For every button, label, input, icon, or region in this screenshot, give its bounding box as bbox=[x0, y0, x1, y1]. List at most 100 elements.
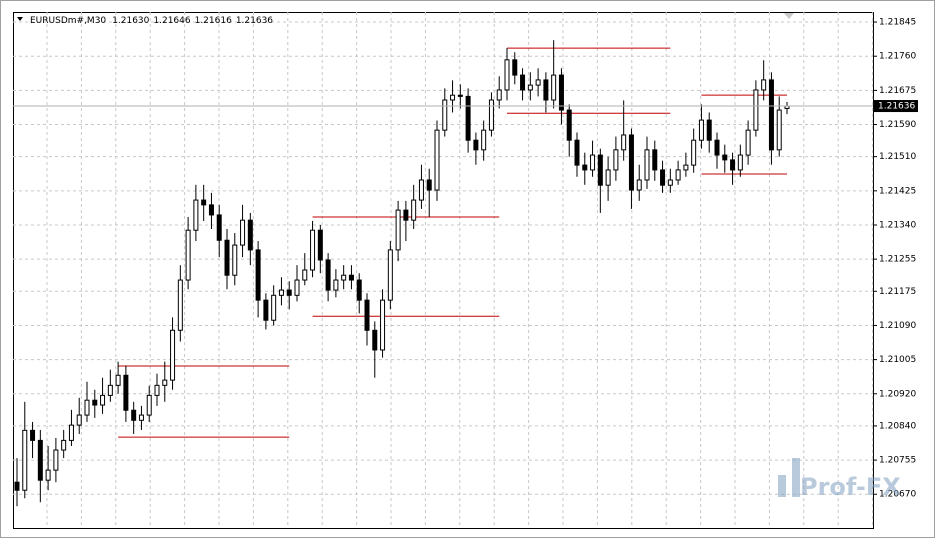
vertical-grid bbox=[46, 12, 874, 528]
candle-body bbox=[535, 79, 541, 86]
candle-body bbox=[582, 164, 588, 171]
candle-body bbox=[348, 274, 354, 281]
candle-body bbox=[154, 384, 160, 396]
candle-body bbox=[263, 299, 269, 321]
candle-body bbox=[395, 209, 401, 251]
y-tick-label: 1.21340 bbox=[879, 220, 916, 230]
last-price-box bbox=[874, 100, 918, 113]
candle-body bbox=[450, 94, 456, 101]
candle-body bbox=[232, 244, 238, 276]
candle-body bbox=[488, 99, 494, 131]
plot-area bbox=[13, 12, 874, 529]
last-price-label: 1.21636 bbox=[878, 102, 915, 112]
candle-body bbox=[364, 299, 370, 331]
candle-body bbox=[138, 414, 144, 421]
candle-body bbox=[551, 74, 557, 101]
candle-body bbox=[543, 79, 549, 101]
candle-body bbox=[527, 84, 533, 91]
candle-body bbox=[434, 129, 440, 191]
candle-body bbox=[372, 329, 378, 351]
candle-body bbox=[193, 199, 199, 231]
candle-body bbox=[737, 154, 743, 171]
y-tick-label: 1.21090 bbox=[879, 321, 916, 331]
candle-body bbox=[621, 134, 627, 151]
candle-body bbox=[240, 219, 246, 246]
logo-bar bbox=[792, 458, 800, 497]
y-tick-label: 1.20840 bbox=[879, 421, 916, 431]
candle-body bbox=[380, 299, 386, 351]
y-tick-label: 1.21175 bbox=[879, 287, 916, 297]
candle-body bbox=[61, 439, 67, 451]
candle-body bbox=[644, 149, 650, 181]
header-open: 1.21630 bbox=[112, 16, 149, 26]
candle-body bbox=[302, 269, 308, 281]
candle-body bbox=[68, 424, 74, 441]
candle-body bbox=[481, 129, 487, 151]
candle-body bbox=[691, 139, 697, 166]
candle-body bbox=[753, 89, 759, 131]
candle-body bbox=[123, 374, 129, 411]
y-tick-label: 1.21510 bbox=[879, 152, 916, 162]
candle-body bbox=[131, 409, 137, 421]
candle-body bbox=[442, 99, 448, 131]
candle-body bbox=[628, 134, 634, 191]
y-tick-label: 1.21255 bbox=[879, 255, 916, 265]
candle-body bbox=[590, 154, 596, 171]
candle-body bbox=[558, 74, 564, 111]
candle-body bbox=[53, 449, 59, 471]
candle-body bbox=[520, 74, 526, 91]
candle-body bbox=[768, 79, 774, 151]
y-tick-label: 1.20670 bbox=[879, 490, 916, 500]
candle-body bbox=[317, 229, 323, 261]
candle-body bbox=[714, 139, 720, 156]
candle-body bbox=[403, 209, 409, 221]
candle-body bbox=[100, 394, 106, 406]
candle-body bbox=[107, 384, 113, 396]
candle-body bbox=[566, 109, 572, 141]
candle-body bbox=[92, 399, 98, 406]
candle-body bbox=[310, 229, 316, 271]
candle-body bbox=[722, 154, 728, 161]
candle-body bbox=[115, 374, 121, 386]
symbol: EURUSDm#,M30 bbox=[30, 16, 106, 26]
y-tick-label: 1.21845 bbox=[879, 18, 916, 28]
candle-body bbox=[730, 159, 736, 171]
candle-body bbox=[286, 289, 292, 296]
y-tick-label: 1.21675 bbox=[879, 86, 916, 96]
candle-body bbox=[30, 429, 36, 441]
y-tick-label: 1.21760 bbox=[879, 52, 916, 62]
candle-body bbox=[162, 379, 168, 386]
candle-body bbox=[170, 329, 176, 381]
candle-body bbox=[574, 139, 580, 166]
candle-body bbox=[613, 149, 619, 171]
candle-body bbox=[426, 179, 432, 191]
watermark: Prof-FX bbox=[778, 458, 901, 501]
candle-body bbox=[667, 179, 673, 186]
candle-body bbox=[512, 59, 518, 76]
candle-body bbox=[278, 289, 284, 296]
candle-body bbox=[652, 149, 658, 171]
candle-body bbox=[84, 399, 90, 416]
candle-body bbox=[208, 204, 214, 216]
candle-body bbox=[411, 199, 417, 221]
chart-header: EURUSDm#,M30 1.21630 1.21646 1.21616 1.21636 bbox=[30, 16, 273, 26]
candle-body bbox=[177, 279, 183, 331]
candle-body bbox=[683, 164, 689, 171]
shift-marker bbox=[784, 13, 794, 19]
candle-body bbox=[675, 169, 681, 181]
header-high: 1.21646 bbox=[153, 16, 190, 26]
candle-body bbox=[201, 199, 207, 206]
y-tick-label: 1.21425 bbox=[879, 186, 916, 196]
candle-body bbox=[22, 429, 28, 491]
candle-body bbox=[185, 229, 191, 281]
y-tick-label: 1.21590 bbox=[879, 120, 916, 130]
menu-arrow-icon[interactable] bbox=[17, 17, 23, 21]
candle-body bbox=[465, 95, 471, 141]
candle-body bbox=[761, 79, 767, 91]
candle-body bbox=[37, 439, 43, 481]
candle-body bbox=[247, 219, 253, 251]
candle-body bbox=[387, 249, 393, 301]
candle-body bbox=[14, 481, 20, 491]
candle-body bbox=[496, 89, 502, 101]
